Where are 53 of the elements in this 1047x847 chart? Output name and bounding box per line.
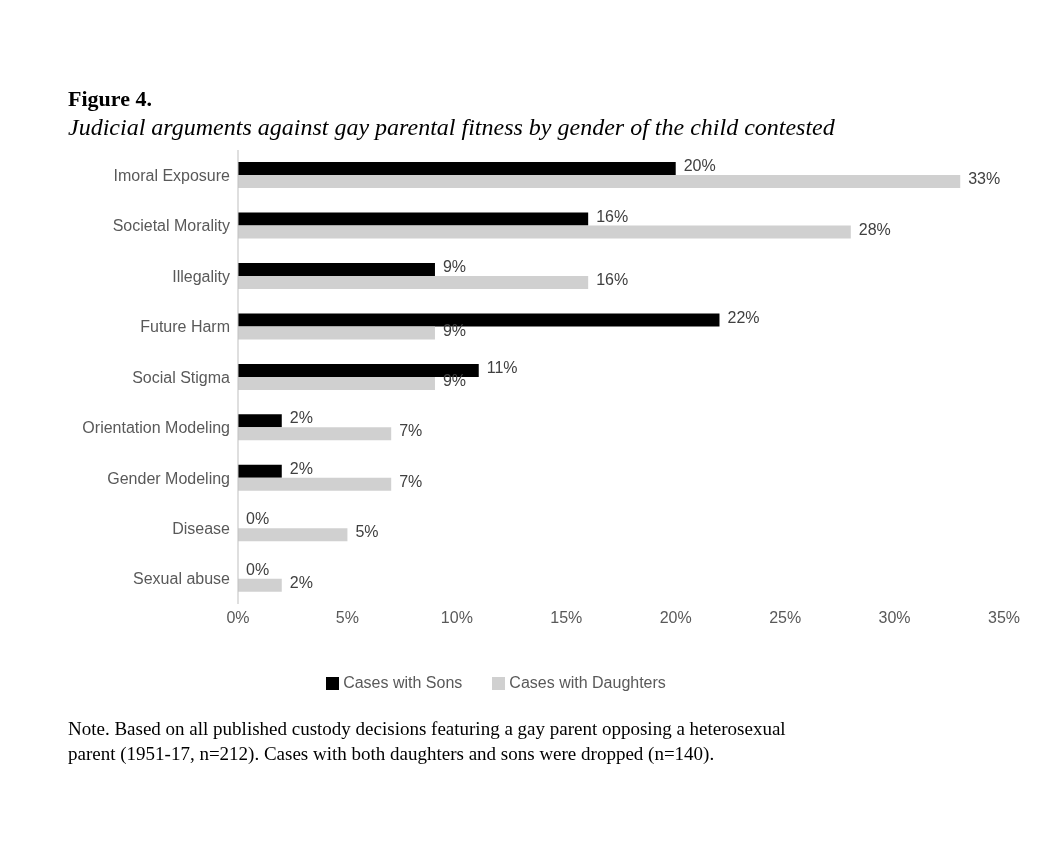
y-tick-label: Gender Modeling — [107, 469, 230, 487]
data-label: 7% — [399, 422, 423, 440]
chart-subtitle: Judicial arguments against gay parental fitness by gender of the child contested — [68, 113, 836, 142]
data-label: 0% — [246, 510, 270, 528]
data-label: 2% — [289, 409, 313, 427]
data-label: 11% — [486, 358, 518, 376]
bar — [238, 464, 282, 478]
data-label: 9% — [442, 258, 467, 276]
x-tick-label: 20% — [659, 609, 692, 627]
y-tick-label: Imoral Exposure — [113, 166, 231, 184]
y-tick-label: Societal Morality — [112, 217, 230, 235]
data-label: 2% — [289, 573, 313, 591]
bar — [238, 578, 282, 592]
x-tick-label: 30% — [878, 609, 911, 627]
data-label: 33% — [968, 170, 1001, 188]
bar — [238, 276, 589, 289]
bar — [238, 427, 392, 441]
data-label: 20% — [683, 157, 716, 175]
data-label: 22% — [727, 308, 760, 326]
data-label: 28% — [858, 220, 891, 238]
data-label: 5% — [355, 523, 379, 541]
bar — [238, 225, 851, 239]
legend-label: Cases with Sons — [343, 674, 463, 691]
data-label: 2% — [289, 459, 313, 477]
x-tick-label: 25% — [769, 609, 802, 627]
x-tick-label: 10% — [440, 609, 473, 627]
bar — [238, 212, 589, 226]
text: Note. Based on all published custody decisions featuring a gay parent opposing a heterosexual parent (1951-17, n=212). Cases with both daughters and sons were dropped (n=140). — [68, 717, 787, 766]
x-tick-label: 0% — [226, 609, 250, 627]
x-tick-label: 35% — [987, 609, 1021, 627]
y-tick-label: Future Harm — [140, 318, 230, 336]
y-tick-label: Orientation Modeling — [82, 419, 230, 437]
x-tick-label: 15% — [550, 609, 583, 627]
bar — [238, 263, 435, 276]
bar — [238, 376, 435, 390]
y-tick-label: Illegality — [172, 267, 230, 285]
y-tick-label: Social Stigma — [132, 368, 231, 386]
data-label: 0% — [246, 560, 270, 578]
data-label: 7% — [399, 472, 423, 490]
data-label: 9% — [442, 371, 467, 389]
bar — [238, 175, 961, 189]
bar — [238, 162, 676, 176]
legend-label: Cases with Daughters — [509, 674, 666, 691]
bar — [238, 528, 348, 542]
bar — [238, 414, 282, 428]
x-tick-label: 5% — [335, 609, 359, 627]
y-tick-label: Disease — [172, 520, 231, 538]
y-tick-label: Sexual abuse — [133, 570, 231, 588]
chart-title: Figure 4. — [68, 86, 153, 112]
bar — [238, 477, 392, 491]
data-label: 16% — [596, 271, 629, 289]
bar — [238, 326, 435, 340]
data-label: 16% — [596, 207, 629, 225]
